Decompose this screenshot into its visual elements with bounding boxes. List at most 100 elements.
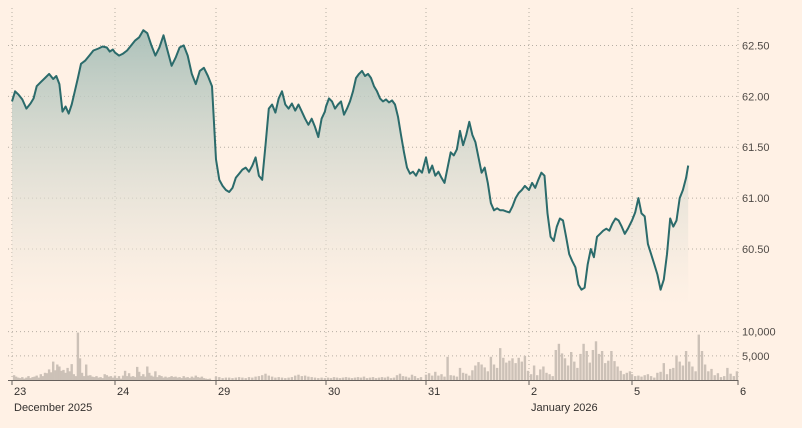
volume-bar (107, 376, 110, 380)
volume-bar (27, 376, 30, 380)
volume-bar (12, 375, 16, 380)
volume-bar (419, 377, 423, 380)
volume-bar (335, 377, 339, 380)
volume-bar (204, 378, 208, 380)
volume-bar (597, 353, 601, 380)
volume-bar (320, 377, 323, 380)
volume-bar (202, 378, 206, 380)
volume-bar (579, 353, 582, 380)
volume-bar (407, 377, 411, 380)
volume-bar (604, 363, 607, 380)
volume-bar (142, 374, 145, 380)
volume-bar (244, 378, 247, 380)
volume-bar (317, 378, 320, 380)
volume-bar (566, 365, 570, 380)
axis-layer: 62.50 62.00 61.50 61.00 60.50 10,000 5,000 23 De… (8, 40, 776, 414)
volume-bar (338, 378, 342, 380)
volume-bar (49, 372, 53, 380)
volume-bar (39, 374, 42, 380)
line-layer (11, 29, 690, 291)
volume-bar (395, 375, 399, 380)
volume-bar (649, 376, 653, 380)
volume-bar (144, 376, 147, 380)
volume-bar (554, 350, 557, 380)
volume-bar (573, 361, 576, 380)
volume-bar (47, 369, 51, 380)
volume-bar (332, 377, 336, 380)
volume-bar (532, 365, 536, 380)
volume-bar (691, 366, 694, 380)
volume-bar (582, 343, 585, 381)
volume-bar (214, 376, 218, 380)
volume-bar (125, 376, 129, 380)
volume-bar (310, 377, 313, 380)
volume-bar (480, 364, 483, 380)
volume-bar (228, 377, 231, 380)
volume-bar (465, 373, 468, 380)
volume-bar (520, 361, 523, 380)
volume-bar (323, 378, 327, 380)
volume-bar (729, 373, 732, 380)
volume-bar (154, 371, 157, 380)
volume-bar (665, 374, 669, 380)
volume-bar (89, 375, 92, 380)
volume-bar (703, 364, 707, 380)
volume-bar (313, 377, 317, 380)
volume-bar (68, 371, 71, 380)
volume-bar (58, 366, 61, 380)
volume-bar (468, 375, 471, 380)
volume-bar (134, 377, 137, 380)
volume-bar (637, 375, 640, 380)
volume-bar (45, 373, 49, 380)
volume-bar (398, 373, 402, 380)
volume-bar (678, 361, 681, 380)
volume-bar (56, 364, 59, 380)
volume-bar (267, 375, 270, 380)
volume-bar (218, 377, 221, 380)
volume-bar (681, 365, 685, 380)
volume-bar (662, 363, 665, 380)
volume-bar (257, 376, 261, 380)
y-tick-label: 61.50 (742, 142, 770, 154)
volume-bar (672, 367, 675, 380)
volume-bar (174, 376, 177, 380)
volume-bar (31, 377, 34, 380)
volume-bar (536, 375, 539, 380)
volume-bar (483, 367, 486, 380)
volume-bar (646, 374, 650, 380)
volume-bar (440, 374, 443, 380)
volume-bar (350, 378, 354, 380)
volume-bar (383, 377, 387, 380)
volume-bar (290, 377, 294, 380)
volume-bar (168, 377, 171, 380)
volume-layer (12, 332, 739, 381)
volume-bar (21, 377, 24, 380)
volume-bar (416, 378, 420, 380)
volume-bar (461, 372, 465, 381)
volume-bar (62, 369, 65, 380)
volume-bar (545, 372, 548, 381)
volume-bar (514, 363, 517, 380)
volume-bar (560, 353, 564, 380)
volume-bar (25, 377, 28, 380)
volume-bar (277, 377, 280, 380)
volume-bar (93, 377, 96, 380)
volume-bar (99, 377, 102, 380)
volume-bar (127, 373, 131, 380)
volume-bar (170, 376, 173, 380)
volume-bar (80, 372, 84, 381)
volume-bar (344, 377, 348, 380)
volume-bar (392, 377, 396, 380)
volume-bar (341, 377, 345, 380)
volume-bar (146, 366, 149, 380)
volume-bar (431, 375, 434, 380)
volume-bar (52, 361, 55, 380)
volume-bar (194, 375, 197, 380)
volume-bar (160, 376, 163, 380)
volume-bar (196, 377, 199, 380)
volume-bar (192, 377, 195, 380)
volume-bar (716, 373, 720, 380)
volume-bar (237, 377, 241, 380)
volume-bar (117, 376, 121, 380)
